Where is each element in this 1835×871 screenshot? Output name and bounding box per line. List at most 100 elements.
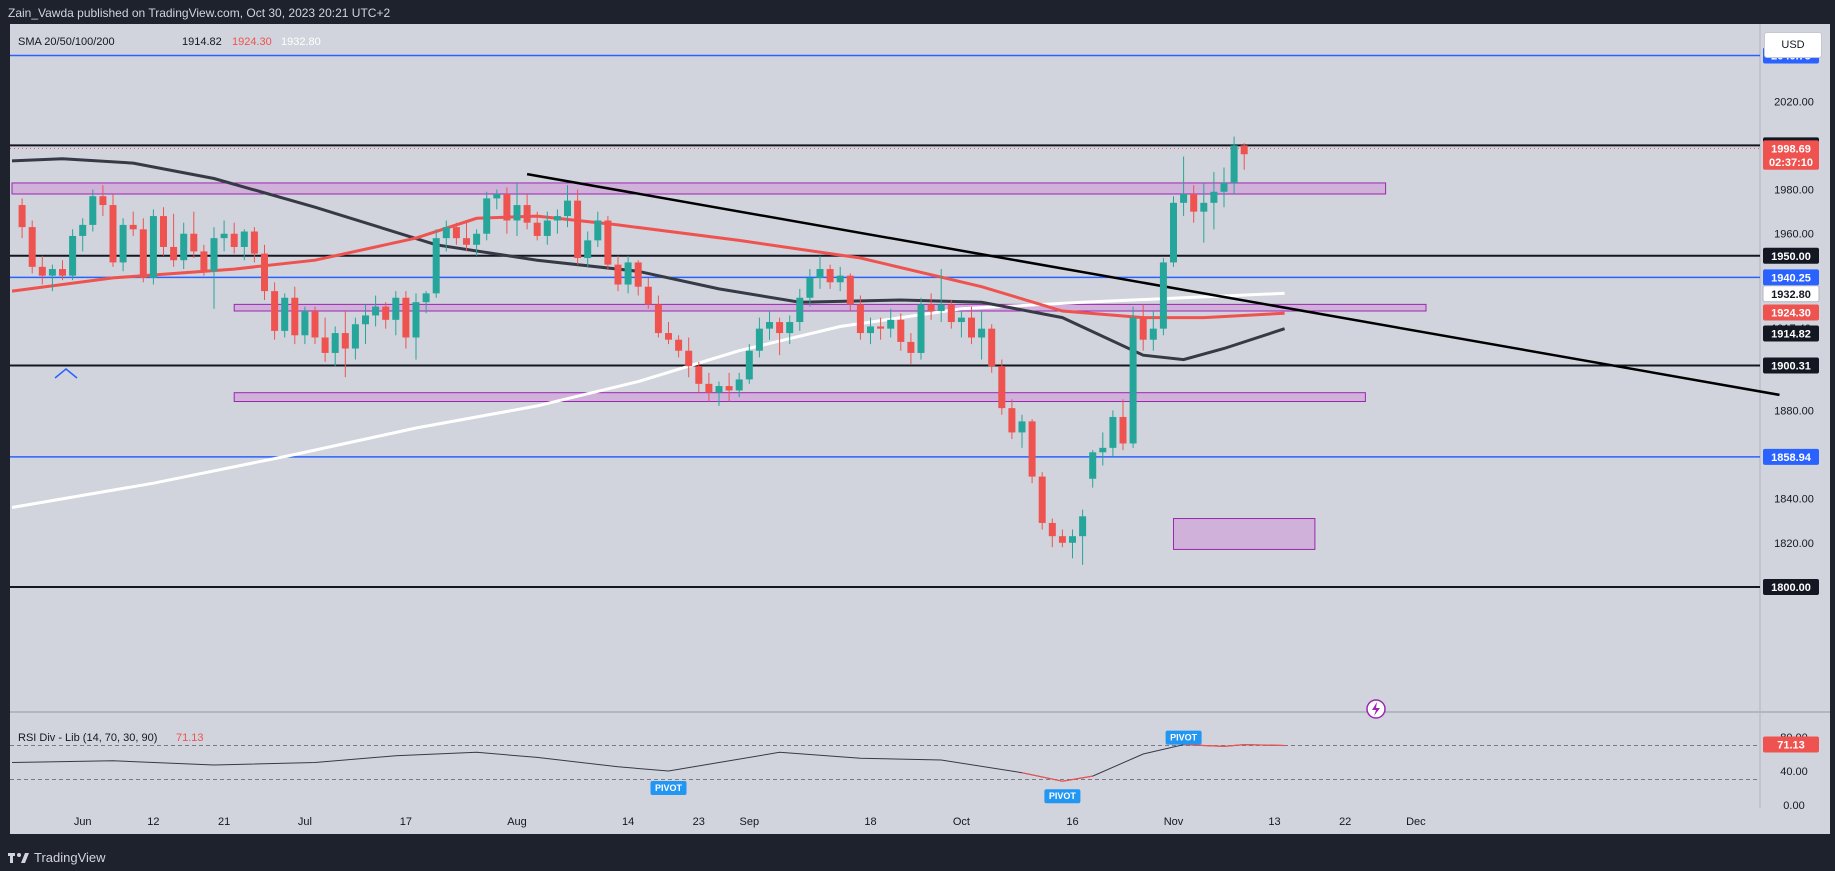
candle-body-117 bbox=[1200, 202, 1208, 212]
sma-legend-v3: 1932.80 bbox=[281, 36, 321, 48]
rsi-value-box bbox=[1763, 736, 1819, 753]
main-pane-background bbox=[10, 24, 1760, 718]
candle-body-99 bbox=[1018, 421, 1026, 433]
tradingview-logo-icon bbox=[8, 852, 29, 863]
candle-body-68 bbox=[705, 383, 713, 393]
rsi-legend-value: 71.13 bbox=[176, 732, 204, 744]
candle-body-58 bbox=[604, 220, 612, 265]
candle-body-10 bbox=[119, 224, 127, 263]
candle-body-118 bbox=[1210, 191, 1218, 203]
price-label-box-9 bbox=[1763, 325, 1819, 342]
candle-body-40 bbox=[422, 293, 430, 303]
time-tick-0: Jun bbox=[74, 816, 92, 828]
candle-body-55 bbox=[574, 200, 582, 259]
price-label-box-11 bbox=[1763, 448, 1819, 465]
candle-body-31 bbox=[331, 333, 339, 353]
time-tick-9: 18 bbox=[864, 816, 876, 828]
candle-body-15 bbox=[170, 246, 178, 261]
candle-body-113 bbox=[1159, 262, 1167, 329]
zone-box-3 bbox=[1173, 518, 1316, 550]
time-tick-14: 22 bbox=[1339, 816, 1351, 828]
candle-body-109 bbox=[1119, 416, 1127, 444]
price-label-6: 1932.80 bbox=[1771, 289, 1811, 301]
price-label-12: 1800.00 bbox=[1771, 582, 1811, 594]
candle-body-7 bbox=[89, 196, 97, 225]
candle-body-27 bbox=[291, 297, 299, 336]
candle-body-48 bbox=[503, 193, 511, 221]
sma-legend-v2: 1924.30 bbox=[232, 36, 272, 48]
price-label-7: 1924.30 bbox=[1771, 308, 1811, 320]
candle-body-115 bbox=[1180, 193, 1188, 203]
tradingview-brand: TradingView bbox=[34, 850, 106, 865]
candle-body-43 bbox=[452, 227, 460, 239]
candle-body-2 bbox=[38, 266, 46, 276]
rsi-legend-name: RSI Div - Lib (14, 70, 30, 90) bbox=[18, 732, 157, 744]
candle-body-51 bbox=[533, 222, 541, 236]
candle-body-90 bbox=[927, 304, 935, 311]
time-tick-15: Dec bbox=[1406, 816, 1426, 828]
candle-body-71 bbox=[735, 379, 743, 391]
rsi-line bbox=[11, 744, 1285, 782]
candle-body-19 bbox=[210, 238, 218, 272]
candle-body-62 bbox=[644, 286, 652, 305]
candle-body-5 bbox=[69, 235, 77, 276]
candle-body-28 bbox=[301, 311, 309, 336]
candle-body-112 bbox=[1149, 328, 1157, 340]
candle-body-64 bbox=[665, 333, 672, 340]
candle-body-41 bbox=[432, 238, 440, 294]
price-label-5: 1940.25 bbox=[1771, 272, 1811, 284]
rsi-pane-background bbox=[10, 712, 1760, 808]
candle-body-116 bbox=[1190, 193, 1198, 212]
price-label-3: 02:37:10 bbox=[1769, 157, 1813, 169]
time-tick-10: Oct bbox=[953, 816, 970, 828]
candle-body-49 bbox=[513, 205, 521, 221]
candle-body-75 bbox=[776, 322, 784, 334]
candle-body-110 bbox=[1129, 317, 1137, 444]
zone-box-1 bbox=[233, 303, 1427, 312]
candle-body-92 bbox=[947, 304, 955, 323]
candle-body-119 bbox=[1220, 182, 1228, 192]
candle-body-89 bbox=[917, 304, 925, 353]
candle-body-100 bbox=[1028, 421, 1036, 477]
candle-body-83 bbox=[856, 304, 864, 334]
candle-body-87 bbox=[897, 319, 905, 342]
candle-body-67 bbox=[695, 366, 703, 384]
candle-body-38 bbox=[402, 297, 410, 338]
time-tick-2: 21 bbox=[218, 816, 230, 828]
candle-body-36 bbox=[382, 306, 390, 320]
price-label-11: 1858.94 bbox=[1771, 452, 1812, 464]
candle-body-23 bbox=[250, 231, 258, 254]
candle-body-81 bbox=[836, 275, 844, 283]
candle-body-42 bbox=[442, 227, 450, 239]
pivot-label-0: PIVOT bbox=[1170, 733, 1198, 743]
candle-body-95 bbox=[978, 328, 986, 338]
price-tick-1: 1980.00 bbox=[1774, 185, 1814, 197]
candle-body-105 bbox=[1079, 516, 1087, 537]
time-tick-11: 16 bbox=[1066, 816, 1078, 828]
candle-body-103 bbox=[1058, 536, 1066, 543]
candle-body-21 bbox=[230, 233, 238, 247]
candle-body-33 bbox=[351, 324, 359, 349]
candle-body-52 bbox=[543, 220, 551, 236]
time-tick-8: Sep bbox=[740, 816, 760, 828]
candle-body-54 bbox=[564, 200, 571, 217]
candle-body-98 bbox=[1008, 408, 1016, 433]
time-tick-13: 13 bbox=[1268, 816, 1280, 828]
candle-body-77 bbox=[796, 297, 804, 323]
price-tick-0: 2020.00 bbox=[1774, 96, 1814, 108]
tradingview-footer: TradingView bbox=[8, 850, 106, 865]
price-label-box-12 bbox=[1763, 578, 1819, 595]
candle-body-91 bbox=[937, 304, 945, 311]
candle-body-32 bbox=[341, 333, 349, 349]
candle-body-111 bbox=[1139, 317, 1147, 340]
candle-body-8 bbox=[99, 196, 107, 206]
candle-body-39 bbox=[412, 302, 420, 338]
price-label-4: 1950.00 bbox=[1771, 251, 1811, 263]
price-tick-4: 1840.00 bbox=[1774, 494, 1814, 506]
zone-box-0 bbox=[11, 182, 1387, 195]
candle-body-73 bbox=[755, 328, 763, 351]
candle-body-88 bbox=[907, 341, 915, 353]
candle-body-37 bbox=[392, 297, 400, 320]
currency-button[interactable]: USD bbox=[1764, 32, 1822, 58]
candle-body-16 bbox=[180, 233, 188, 261]
